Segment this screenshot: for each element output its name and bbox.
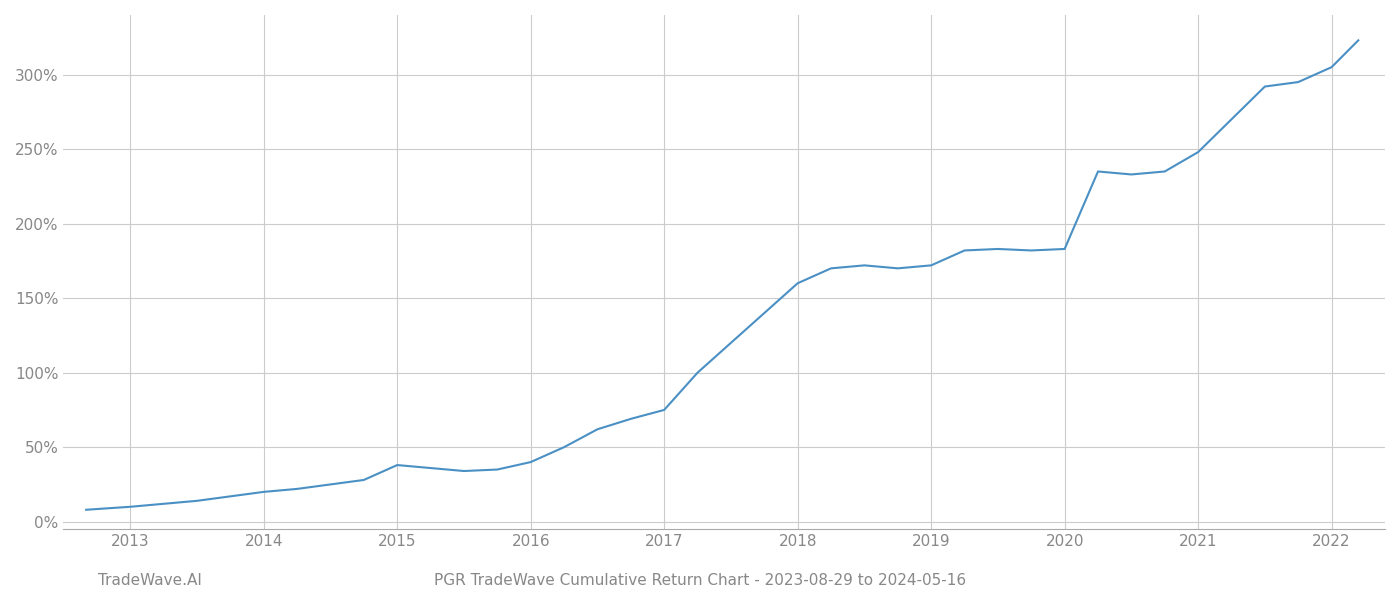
Text: PGR TradeWave Cumulative Return Chart - 2023-08-29 to 2024-05-16: PGR TradeWave Cumulative Return Chart - … [434,573,966,588]
Text: TradeWave.AI: TradeWave.AI [98,573,202,588]
